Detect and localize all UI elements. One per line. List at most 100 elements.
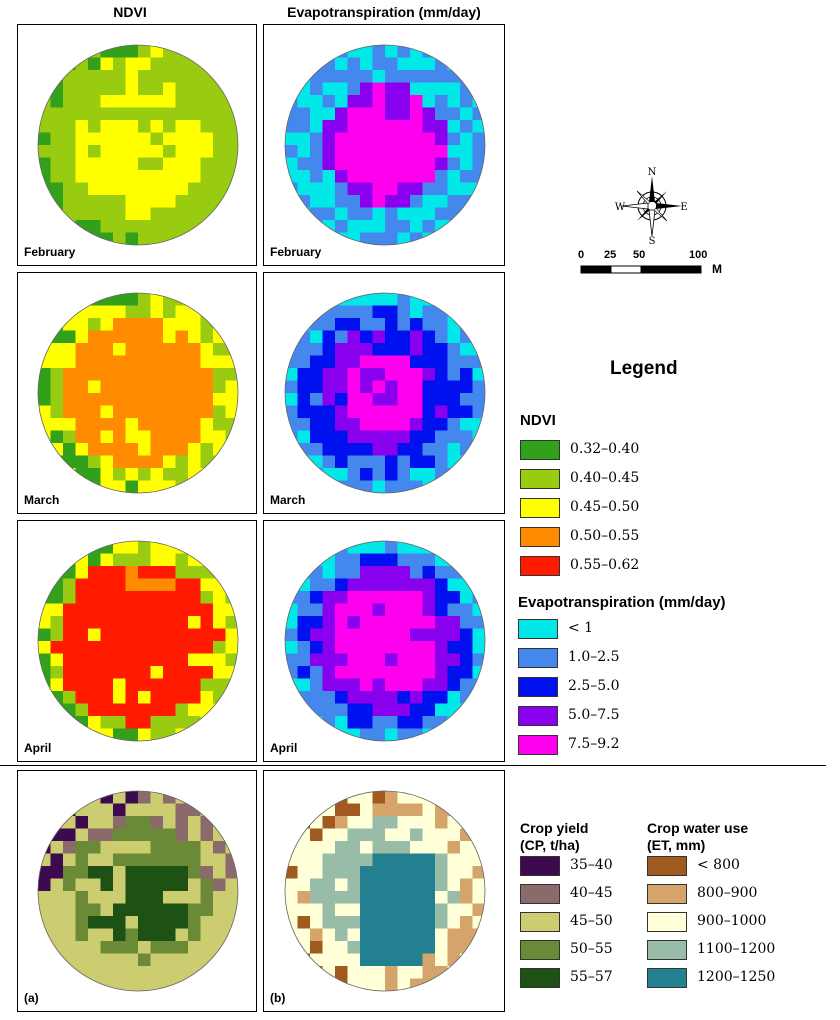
raster-cell [347,57,361,71]
raster-cell [88,368,101,381]
raster-cell [360,953,373,967]
raster-cell [310,591,323,604]
raster-cell [285,305,298,319]
raster-cell [138,728,151,741]
raster-cell [385,82,398,96]
raster-cell [200,603,214,617]
raster-cell [447,330,461,344]
raster-cell [410,828,423,842]
raster-cell [297,430,311,444]
raster-cell [472,443,485,456]
raster-cell [397,978,411,991]
raster-cell [138,966,151,979]
raster-cell [435,355,448,369]
raster-cell [372,182,386,196]
raster-cell [372,941,386,954]
raster-cell [200,330,214,344]
raster-cell [285,443,298,456]
raster-cell [447,628,461,642]
raster-cell [100,728,114,741]
raster-cell [422,207,436,221]
raster-cell [125,603,139,617]
raster-cell [38,791,51,804]
raster-cell [63,853,76,867]
raster-cell [188,916,201,929]
raster-cell [322,641,336,654]
raster-cell [113,728,126,741]
raster-cell [125,318,139,331]
raster-cell [385,393,398,406]
raster-cell [163,380,176,394]
raster-cell [113,82,126,96]
raster-cell [360,232,373,245]
raster-cell [335,455,348,469]
raster-cell [472,591,485,604]
raster-cell [372,207,386,221]
raster-cell [297,603,311,617]
raster-cell [297,866,311,879]
raster-cell [200,430,214,444]
raster-cell [63,455,76,469]
raster-cell [175,45,189,58]
raster-cell [422,603,436,617]
raster-cell [50,120,64,133]
raster-cell [88,70,101,83]
raster-cell [435,120,448,133]
raster-cell [175,120,189,133]
raster-cell [200,703,214,717]
raster-cell [447,182,461,196]
raster-cell [38,578,51,592]
raster-cell [297,182,311,196]
raster-cell [138,468,151,481]
raster-cell [460,182,473,196]
raster-cell [460,916,473,929]
raster-cell [150,678,164,692]
raster-cell [460,666,473,679]
raster-cell [213,791,226,804]
raster-cell [175,405,189,419]
raster-cell [175,430,189,444]
raster-cell [50,653,64,667]
raster-cell [150,853,164,867]
raster-cell [422,220,436,233]
raster-cell [200,380,214,394]
raster-cell [213,941,226,954]
raster-cell [188,70,201,83]
raster-cell [410,641,423,654]
raster-cell [372,878,386,892]
raster-cell [435,903,448,917]
raster-cell [372,107,386,121]
raster-cell [460,903,473,917]
raster-cell [335,666,348,679]
raster-cell [150,418,164,431]
raster-cell [347,878,361,892]
raster-cell [435,405,448,419]
raster-cell [310,182,323,196]
raster-cell [385,405,398,419]
raster-cell [150,70,164,83]
raster-cell [372,455,386,469]
raster-cell [472,666,485,679]
raster-cell [422,355,436,369]
raster-cell [63,107,76,121]
raster-cell [422,803,436,817]
raster-cell [150,393,164,406]
raster-cell [372,57,386,71]
raster-cell [460,145,473,158]
raster-cell [347,220,361,233]
raster-cell [188,541,201,554]
raster-cell [213,553,226,567]
raster-cell [360,355,373,369]
raster-cell [460,978,473,991]
raster-cell [75,430,89,444]
raster-cell [385,941,398,954]
raster-cell [150,182,164,196]
raster-cell [372,318,386,331]
raster-cell [372,45,386,58]
raster-cell [310,107,323,121]
raster-cell [75,145,89,158]
raster-cell [360,791,373,804]
raster-cell [435,578,448,592]
raster-cell [225,120,238,133]
raster-cell [360,57,373,71]
